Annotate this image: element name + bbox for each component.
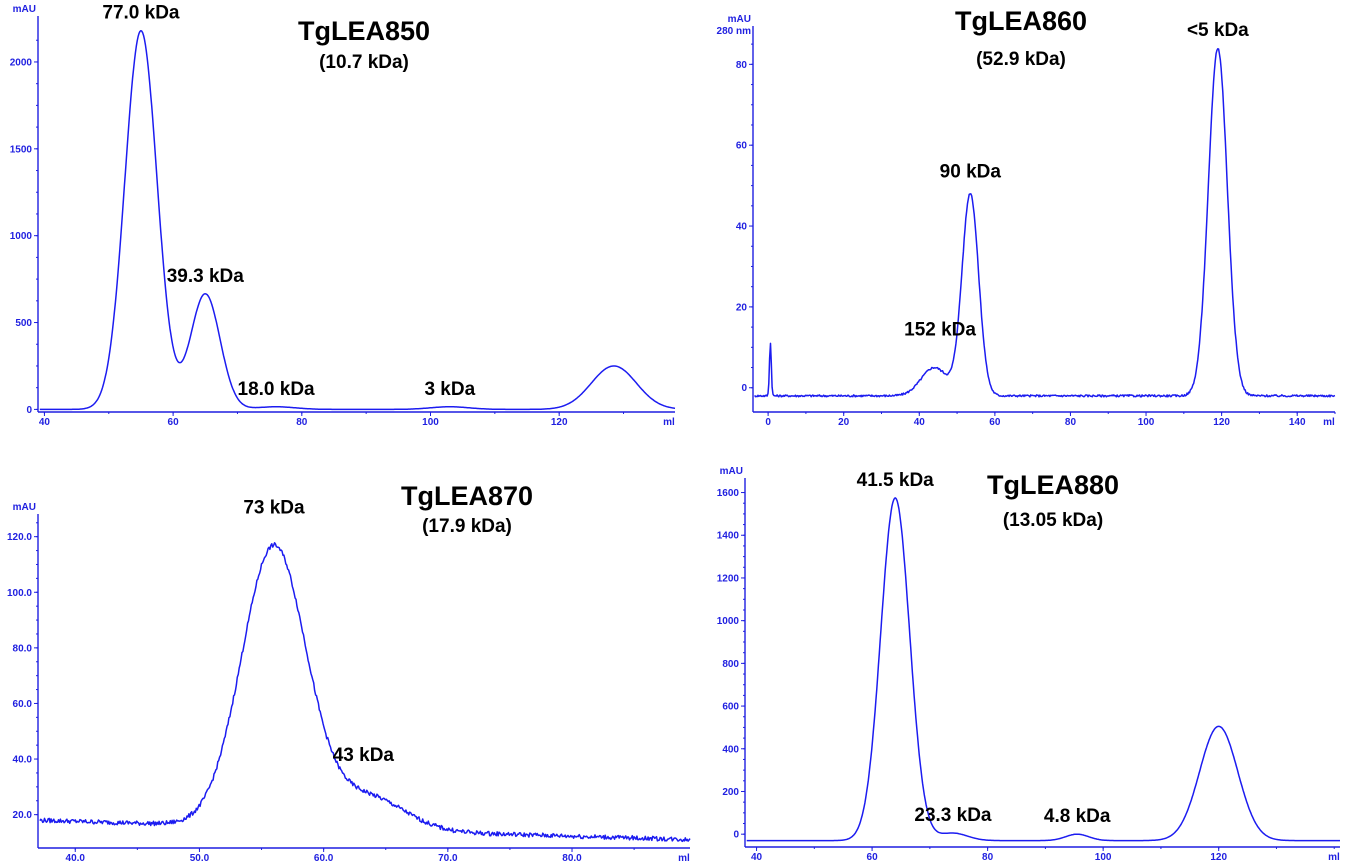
y-tick-label: 500 <box>15 318 32 329</box>
peak-label: 90 kDa <box>940 162 1002 183</box>
y-axis-label: mAU <box>13 4 36 15</box>
peak-label: 18.0 kDa <box>238 379 316 400</box>
peak-label: <5 kDa <box>1187 20 1249 41</box>
y-tick-label: 40.0 <box>13 755 33 766</box>
peak-label: 152 kDa <box>904 319 976 340</box>
y-axis-label: mAU 280 nm <box>717 14 752 37</box>
chromatogram-trace <box>39 542 691 843</box>
y-tick-label: 400 <box>722 744 739 755</box>
x-tick-label: 50.0 <box>190 853 210 862</box>
x-tick-label: 120 <box>551 417 568 428</box>
y-tick-label: 1000 <box>717 616 740 627</box>
x-tick-label: 140 <box>1289 417 1306 428</box>
x-tick-label: 100 <box>1138 417 1155 428</box>
chart-panel-tglea860: 0 20 40 60 80 100 120 140 0 20 40 60 80 mAU 280 nm ml 15… <box>717 6 1336 428</box>
y-tick-label: 40 <box>736 222 748 233</box>
peak-label: 41.5 kDa <box>857 470 935 491</box>
x-tick-label: 40 <box>39 417 51 428</box>
x-tick-label: 60 <box>168 417 180 428</box>
chart-panel-tglea850: 40 60 80 100 120 0 500 1000 1500 2000 mAU ml 77.0 kD… <box>10 3 676 428</box>
plot-area: 40.0 50.0 60.0 70.0 80.0 20.0 40.0 60.0 80.0 100.… <box>7 498 691 862</box>
x-tick-label: 60 <box>867 852 879 862</box>
y-tick-label: 20.0 <box>13 810 33 821</box>
chromatogram-trace <box>39 29 676 411</box>
x-tick-label: 70.0 <box>438 853 458 862</box>
x-tick-label: 40 <box>751 852 763 862</box>
peak-label: 39.3 kDa <box>167 266 245 287</box>
y-tick-label: 1400 <box>717 531 740 542</box>
peak-label: 3 kDa <box>424 379 475 400</box>
chart-title: TgLEA860 <box>955 6 1087 36</box>
plot-area: 40 60 80 100 120 0 500 1000 1500 2000 mAU ml 77.0 kD… <box>10 3 676 428</box>
y-tick-label: 1000 <box>10 231 33 242</box>
y-tick-label: 20 <box>736 302 748 313</box>
y-tick-label: 80.0 <box>13 643 33 654</box>
x-tick-label: 80.0 <box>562 853 582 862</box>
x-tick-label: 120 <box>1213 417 1230 428</box>
peak-label: 23.3 kDa <box>914 805 992 826</box>
x-axis-label: ml <box>678 853 690 862</box>
x-tick-label: 100 <box>1095 852 1112 862</box>
chart-subtitle: (13.05 kDa) <box>1003 510 1103 531</box>
y-tick-label: 200 <box>722 787 739 798</box>
y-axis-label: mAU <box>720 466 743 477</box>
plot-area: 40 60 80 100 1200200400600800100012001400160… <box>717 466 1340 862</box>
x-tick-label: 80 <box>1065 417 1077 428</box>
y-tick-label: 120.0 <box>7 532 32 543</box>
y-tick-label: 80 <box>736 60 748 71</box>
chart-subtitle: (52.9 kDa) <box>976 49 1066 70</box>
x-tick-label: 60.0 <box>314 853 334 862</box>
y-tick-label: 60.0 <box>13 699 33 710</box>
x-axis-label: ml <box>663 417 675 428</box>
y-tick-label: 2000 <box>10 57 33 68</box>
y-tick-label: 100.0 <box>7 588 32 599</box>
y-tick-label: 60 <box>736 141 748 152</box>
chart-panel-tglea880: 40 60 80 100 1200200400600800100012001400160… <box>717 466 1340 862</box>
x-tick-label: 20 <box>838 417 850 428</box>
x-tick-label: 80 <box>982 852 994 862</box>
y-tick-label: 800 <box>722 659 739 670</box>
y-axis-label: mAU <box>13 502 36 513</box>
plot-area: 0 20 40 60 80 100 120 140 0 20 40 60 80 mAU 280 nm ml 15… <box>717 14 1336 428</box>
peak-label: 73 kDa <box>243 498 305 519</box>
x-tick-label: 0 <box>765 417 771 428</box>
x-tick-label: 60 <box>989 417 1001 428</box>
x-tick-label: 120 <box>1210 852 1227 862</box>
chart-subtitle: (10.7 kDa) <box>319 52 409 73</box>
x-axis-label: ml <box>1323 417 1335 428</box>
x-tick-label: 40 <box>914 417 926 428</box>
chromatogram-trace <box>754 48 1336 398</box>
x-axis-label: ml <box>1328 852 1340 862</box>
peak-label: 77.0 kDa <box>102 3 180 24</box>
peak-label: 43 kDa <box>333 745 395 766</box>
chart-subtitle: (17.9 kDa) <box>422 516 512 537</box>
chart-title: TgLEA880 <box>987 470 1119 500</box>
chart-panel-tglea870: 40.0 50.0 60.0 70.0 80.0 20.0 40.0 60.0 80.0 100.… <box>7 481 691 862</box>
x-tick-label: 40.0 <box>66 853 86 862</box>
chromatogram-trace <box>746 497 1340 842</box>
y-tick-label: 1200 <box>717 573 740 584</box>
y-tick-label: 0 <box>26 405 32 416</box>
y-tick-label: 0 <box>741 383 747 394</box>
x-tick-label: 100 <box>422 417 439 428</box>
y-tick-label: 0 <box>733 830 739 841</box>
y-tick-label: 1600 <box>717 488 740 499</box>
chart-title: TgLEA850 <box>298 16 430 46</box>
peak-label: 4.8 kDa <box>1044 806 1111 827</box>
y-tick-label: 600 <box>722 702 739 713</box>
y-tick-label: 1500 <box>10 144 33 155</box>
chart-title: TgLEA870 <box>401 481 533 511</box>
x-tick-label: 80 <box>296 417 308 428</box>
